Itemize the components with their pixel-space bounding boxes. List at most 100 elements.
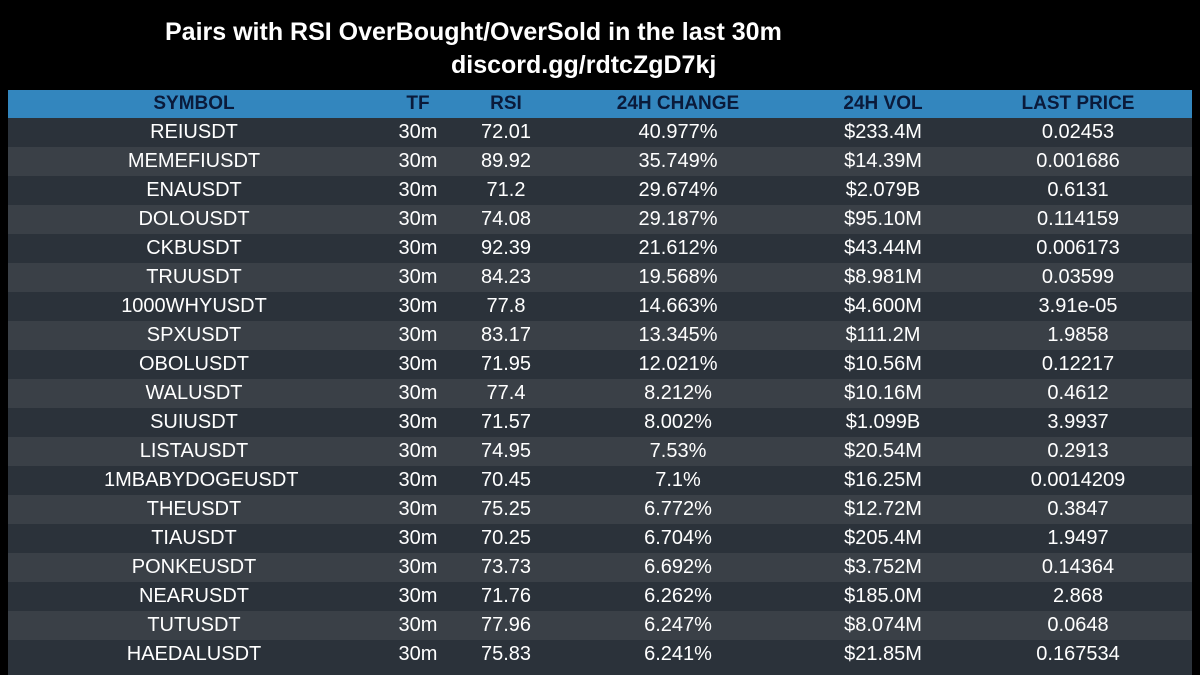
symbol-cell: TRUUSDT — [146, 266, 242, 288]
volume-cell: $233.4M — [844, 121, 922, 143]
timeframe-cell: 30m — [398, 121, 438, 143]
timeframe-cell: 30m — [398, 266, 438, 288]
price-cell: 3.9937 — [1047, 411, 1109, 433]
timeframe-cell: 30m — [398, 527, 438, 549]
timeframe-cell: 30m — [398, 469, 438, 491]
symbol-cell: CKBUSDT — [146, 237, 242, 259]
change-cell: 6.772% — [644, 498, 712, 520]
change-cell: 19.568% — [638, 266, 718, 288]
volume-cell: $3.752M — [844, 556, 922, 578]
symbol-cell: TUTUSDT — [147, 614, 241, 636]
rsi-cell: 71.57 — [480, 411, 532, 433]
table-row: SPXUSDT 30m 83.17 13.345% $111.2M 1.9858 — [8, 321, 1192, 350]
rsi-cell: 71.95 — [480, 353, 532, 375]
change-cell: 12.021% — [638, 353, 718, 375]
change-cell: 29.187% — [638, 208, 718, 230]
discord-link-text: discord.gg/rdtcZgD7kj — [451, 51, 717, 79]
table-row: PONKEUSDT 30m 73.73 6.692% $3.752M 0.14364 — [8, 553, 1192, 582]
volume-cell: $2.079B — [845, 179, 921, 201]
timeframe-cell: 30m — [398, 179, 438, 201]
timeframe-cell: 30m — [398, 411, 438, 433]
volume-cell: $20.54M — [844, 440, 922, 462]
price-cell: 0.6131 — [1047, 179, 1109, 201]
volume-cell: $8.981M — [844, 266, 922, 288]
timeframe-cell: 30m — [398, 643, 438, 665]
volume-cell: $185.0M — [844, 585, 922, 607]
rsi-cell: 92.39 — [480, 237, 532, 259]
rsi-cell: 74.95 — [480, 440, 532, 462]
symbol-cell: REIUSDT — [150, 121, 238, 143]
timeframe-cell: 30m — [398, 295, 438, 317]
rsi-cell: 77.4 — [486, 382, 526, 404]
table-row: TUTUSDT 30m 77.96 6.247% $8.074M 0.0648 — [8, 611, 1192, 640]
table-row: THEUSDT 30m 75.25 6.772% $12.72M 0.3847 — [8, 495, 1192, 524]
volume-cell: $10.56M — [844, 353, 922, 375]
table-row: 1MBABYDOGEUSDT 30m 70.45 7.1% $16.25M 0.00142… — [8, 466, 1192, 495]
volume-cell: $8.074M — [844, 614, 922, 636]
timeframe-cell: 30m — [398, 150, 438, 172]
timeframe-cell: 30m — [398, 585, 438, 607]
table-row: DOLOUSDT 30m 74.08 29.187% $95.10M 0.114159 — [8, 205, 1192, 234]
symbol-cell: DOLOUSDT — [138, 208, 250, 230]
symbol-cell: MEMEFIUSDT — [127, 150, 261, 172]
symbol-cell: OBOLUSDT — [138, 353, 250, 375]
timeframe-cell: 30m — [398, 324, 438, 346]
timeframe-cell: 30m — [398, 614, 438, 636]
price-cell: 0.4612 — [1047, 382, 1109, 404]
rsi-cell: 71.76 — [480, 585, 532, 607]
timeframe-cell: 30m — [398, 440, 438, 462]
timeframe-cell: 30m — [398, 556, 438, 578]
price-cell: 0.3847 — [1047, 498, 1109, 520]
table-header: SYMBOL TF RSI 24H CHANGE 24H VOL LAST PR… — [8, 90, 1192, 118]
column-header-last-price: LAST PRICE — [1021, 93, 1135, 114]
price-cell: 0.0014209 — [1030, 469, 1126, 491]
rsi-cell: 72.01 — [480, 121, 532, 143]
timeframe-cell: 30m — [398, 498, 438, 520]
timeframe-cell: 30m — [398, 237, 438, 259]
volume-cell: $111.2M — [845, 324, 921, 346]
price-cell: 0.14364 — [1041, 556, 1115, 578]
table-row: NEARUSDT 30m 71.76 6.262% $185.0M 2.868 — [8, 582, 1192, 611]
rsi-cell: 74.08 — [480, 208, 532, 230]
symbol-cell: NEARUSDT — [138, 585, 249, 607]
volume-cell: $1.099B — [845, 411, 921, 433]
rsi-cell: 73.73 — [480, 556, 532, 578]
symbol-cell: TIAUSDT — [151, 527, 237, 549]
price-cell: 0.02453 — [1041, 121, 1115, 143]
table-row: OBOLUSDT 30m 71.95 12.021% $10.56M 0.12217 — [8, 350, 1192, 379]
symbol-cell: SPXUSDT — [146, 324, 242, 346]
rsi-cell: 89.92 — [480, 150, 532, 172]
change-cell: 35.749% — [638, 150, 718, 172]
price-cell: 0.006173 — [1036, 237, 1120, 259]
symbol-cell: LISTAUSDT — [139, 440, 249, 462]
symbol-cell: THEUSDT — [146, 498, 242, 520]
rsi-cell: 70.25 — [480, 527, 532, 549]
symbol-cell: HAEDALUSDT — [126, 643, 262, 665]
change-cell: 8.212% — [644, 382, 712, 404]
timeframe-cell: 30m — [398, 208, 438, 230]
table-row: ENAUSDT 30m 71.2 29.674% $2.079B 0.6131 — [8, 176, 1192, 205]
change-cell: 6.262% — [644, 585, 712, 607]
timeframe-cell: 30m — [398, 353, 438, 375]
volume-cell: $10.16M — [844, 382, 922, 404]
change-cell: 6.704% — [644, 527, 712, 549]
table-row: LISTAUSDT 30m 74.95 7.53% $20.54M 0.2913 — [8, 437, 1192, 466]
price-cell: 0.0648 — [1047, 614, 1109, 636]
volume-cell: $12.72M — [844, 498, 922, 520]
volume-cell: $95.10M — [844, 208, 922, 230]
change-cell: 21.612% — [638, 237, 718, 259]
price-cell: 0.2913 — [1047, 440, 1109, 462]
table-row: CKBUSDT 30m 92.39 21.612% $43.44M 0.006173 — [8, 234, 1192, 263]
table-row: REIUSDT 30m 72.01 40.977% $233.4M 0.02453 — [8, 118, 1192, 147]
change-cell: 8.002% — [644, 411, 712, 433]
rsi-cell: 75.83 — [480, 643, 532, 665]
symbol-cell: SUIUSDT — [150, 411, 238, 433]
column-header-24h-vol: 24H VOL — [843, 93, 923, 114]
rsi-cell: 70.45 — [480, 469, 532, 491]
rsi-table: SYMBOL TF RSI 24H CHANGE 24H VOL LAST PR… — [8, 90, 1192, 675]
column-header-rsi: RSI — [490, 93, 522, 114]
symbol-cell: ENAUSDT — [146, 179, 242, 201]
timeframe-cell: 30m — [398, 382, 438, 404]
change-cell: 29.674% — [638, 179, 718, 201]
price-cell: 0.03599 — [1041, 266, 1115, 288]
